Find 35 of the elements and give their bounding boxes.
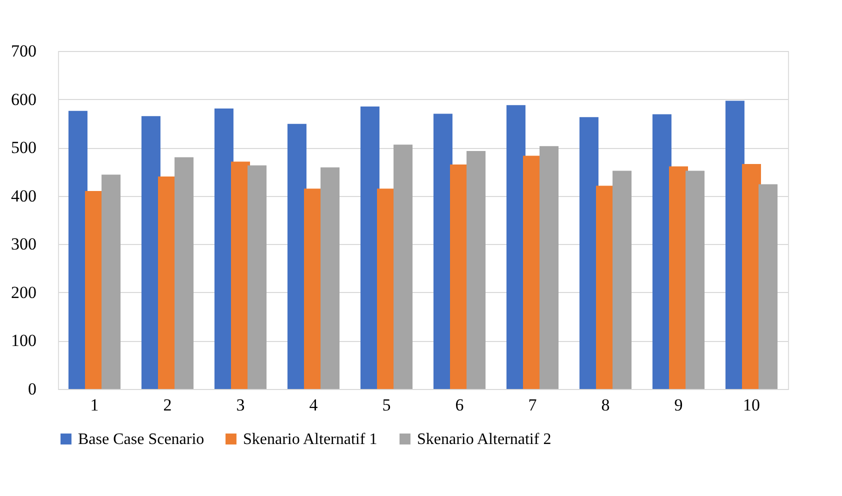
bar <box>394 144 413 389</box>
bar <box>540 146 559 389</box>
y-tick-label: 0 <box>28 380 36 398</box>
bar <box>579 117 598 389</box>
legend-label: Skenario Alternatif 1 <box>243 431 378 448</box>
bar <box>248 165 267 389</box>
bar <box>102 174 121 389</box>
bar <box>686 170 705 389</box>
x-tick-label: 2 <box>163 396 172 414</box>
y-tick-label: 700 <box>11 42 36 60</box>
bar <box>758 184 778 389</box>
x-tick-label: 8 <box>601 396 610 414</box>
bar <box>612 170 632 389</box>
bar <box>320 167 340 389</box>
y-tick-label: 200 <box>11 282 36 302</box>
x-tick-label: 7 <box>528 396 538 414</box>
bar <box>466 150 486 389</box>
x-tick-label: 5 <box>382 396 391 414</box>
bar <box>360 106 380 389</box>
bar <box>68 110 88 389</box>
legend-label: Base Case Scenario <box>78 431 204 448</box>
y-tick-label: 100 <box>11 331 36 350</box>
legend-label: Skenario Alternatif 2 <box>417 431 552 448</box>
x-tick-label: 6 <box>455 396 464 414</box>
y-tick-label: 600 <box>11 90 36 109</box>
y-tick-label: 400 <box>11 186 36 206</box>
x-tick-label: 3 <box>236 396 245 414</box>
x-tick-label: 10 <box>743 396 760 414</box>
x-tick-label: 4 <box>309 396 318 414</box>
bar <box>174 157 194 389</box>
y-tick-label: 300 <box>11 234 36 254</box>
x-tick-label: 9 <box>674 396 683 414</box>
bar <box>287 124 306 389</box>
y-tick-label: 500 <box>11 138 36 158</box>
x-tick-label: 1 <box>90 396 99 414</box>
